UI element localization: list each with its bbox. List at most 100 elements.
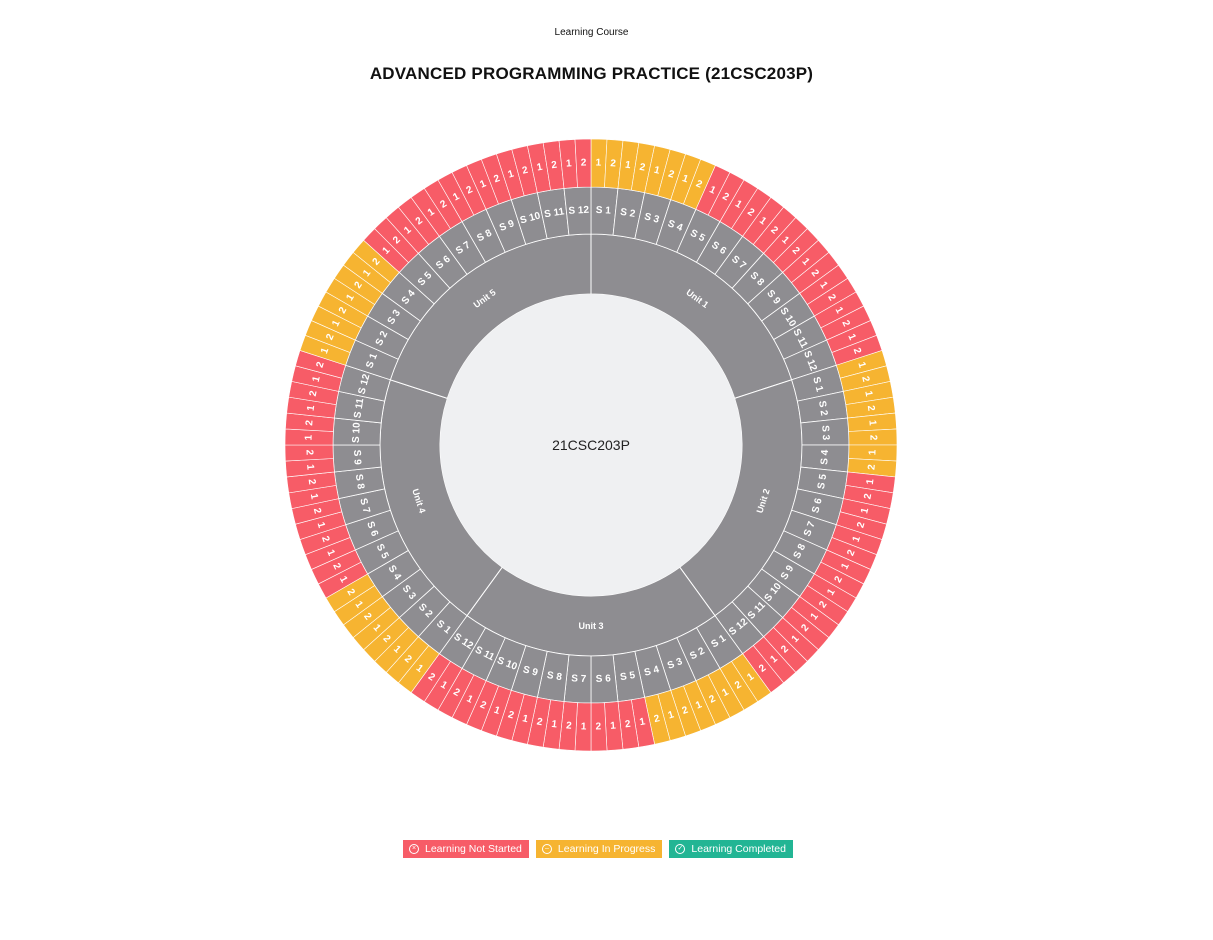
- part-label: 2: [839, 319, 852, 329]
- part-label: 1: [371, 622, 383, 634]
- part-label: 2: [851, 346, 863, 355]
- part-label: 1: [391, 644, 403, 656]
- part-label: 2: [862, 492, 874, 500]
- part-label: 1: [492, 705, 501, 717]
- part-label: 1: [694, 699, 704, 711]
- session-label: S 4: [643, 664, 661, 679]
- part-label: 2: [610, 158, 617, 169]
- part-label: 2: [315, 360, 327, 369]
- session-label: S 8: [353, 473, 366, 490]
- session-label: S 11: [352, 397, 366, 419]
- session-label: S 12: [357, 373, 373, 396]
- part-label: 2: [779, 643, 791, 655]
- part-label: 1: [799, 256, 811, 268]
- session-label: S 6: [595, 673, 611, 685]
- part-label: 1: [610, 720, 617, 731]
- part-label: 2: [581, 158, 587, 169]
- part-label: 2: [344, 587, 357, 598]
- part-label: 1: [426, 206, 437, 218]
- part-label: 1: [402, 224, 414, 236]
- part-label: 1: [308, 493, 320, 501]
- part-label: 1: [451, 191, 462, 204]
- legend-completed[interactable]: ✓ Learning Completed: [669, 840, 793, 858]
- part-label: 2: [757, 662, 768, 674]
- legend: × Learning Not Started – Learning In Pro…: [403, 840, 793, 858]
- part-label: 1: [867, 449, 878, 455]
- circle-dash-icon: –: [541, 844, 552, 854]
- part-label: 1: [566, 158, 573, 169]
- part-label: 2: [866, 463, 877, 470]
- part-label: 1: [438, 679, 449, 692]
- session-label: S 7: [571, 673, 587, 685]
- part-label: 2: [845, 548, 857, 558]
- session-label: S 5: [816, 473, 829, 490]
- part-label: 1: [536, 162, 544, 174]
- part-label: 2: [337, 305, 350, 316]
- circle-check-icon: ✓: [675, 844, 686, 854]
- center-label: 21CSC203P: [552, 437, 630, 453]
- session-label: S 3: [666, 656, 684, 672]
- part-label: 2: [817, 599, 829, 610]
- part-label: 2: [855, 520, 867, 529]
- part-label: 1: [859, 506, 871, 514]
- part-label: 1: [306, 404, 318, 411]
- part-label: 1: [581, 721, 587, 732]
- part-label: 1: [855, 361, 867, 370]
- part-label: 2: [681, 705, 690, 717]
- center-disc: [440, 294, 742, 596]
- part-label: 1: [733, 198, 744, 211]
- part-label: 2: [595, 721, 601, 732]
- part-label: 1: [315, 521, 327, 530]
- part-label: 1: [330, 318, 343, 328]
- session-label: S 2: [619, 207, 636, 220]
- chart-subtitle: Learning Course: [554, 27, 629, 38]
- session-label: S 8: [546, 670, 563, 683]
- part-label: 1: [681, 173, 690, 185]
- part-label: 2: [311, 507, 323, 515]
- part-label: 1: [708, 184, 718, 197]
- part-label: 2: [859, 375, 871, 383]
- part-label: 1: [768, 653, 780, 665]
- unit-label: Unit 3: [578, 621, 603, 631]
- part-label: 1: [809, 611, 821, 622]
- session-label: S 7: [802, 520, 818, 538]
- part-label: 2: [308, 389, 320, 397]
- part-label: 1: [507, 168, 516, 180]
- session-label: S 3: [643, 211, 661, 226]
- part-label: 1: [324, 548, 336, 558]
- part-label: 2: [639, 162, 647, 174]
- part-label: 2: [833, 574, 846, 585]
- part-segment: [574, 138, 592, 188]
- part-label: 2: [507, 709, 516, 721]
- part-label: 1: [595, 158, 601, 169]
- legend-in-progress[interactable]: – Learning In Progress: [535, 840, 663, 858]
- session-label: S 1: [810, 376, 825, 394]
- part-label: 2: [809, 268, 821, 279]
- part-label: 1: [839, 561, 852, 571]
- session-label: S 9: [498, 218, 516, 234]
- part-label: 2: [426, 671, 437, 683]
- part-label: 2: [330, 562, 343, 572]
- part-label: 1: [478, 178, 488, 190]
- part-label: 1: [624, 160, 631, 172]
- part-label: 2: [624, 719, 631, 731]
- part-label: 1: [825, 587, 838, 598]
- legend-label-not-started: Learning Not Started: [425, 843, 522, 855]
- part-label: 2: [694, 178, 704, 190]
- part-label: 2: [478, 699, 488, 711]
- part-label: 1: [381, 245, 393, 257]
- session-label: S 2: [816, 400, 829, 417]
- part-label: 1: [344, 292, 357, 303]
- part-label: 1: [757, 215, 768, 227]
- legend-label-completed: Learning Completed: [691, 843, 786, 855]
- part-label: 2: [536, 716, 544, 728]
- session-label: S 9: [522, 664, 540, 679]
- session-label: S 6: [810, 497, 825, 515]
- part-label: 1: [304, 434, 315, 440]
- session-label: S 1: [595, 205, 611, 217]
- part-label: 1: [862, 390, 874, 398]
- part-label: 2: [304, 419, 315, 426]
- part-label: 2: [361, 611, 373, 622]
- legend-not-started[interactable]: × Learning Not Started: [403, 840, 529, 858]
